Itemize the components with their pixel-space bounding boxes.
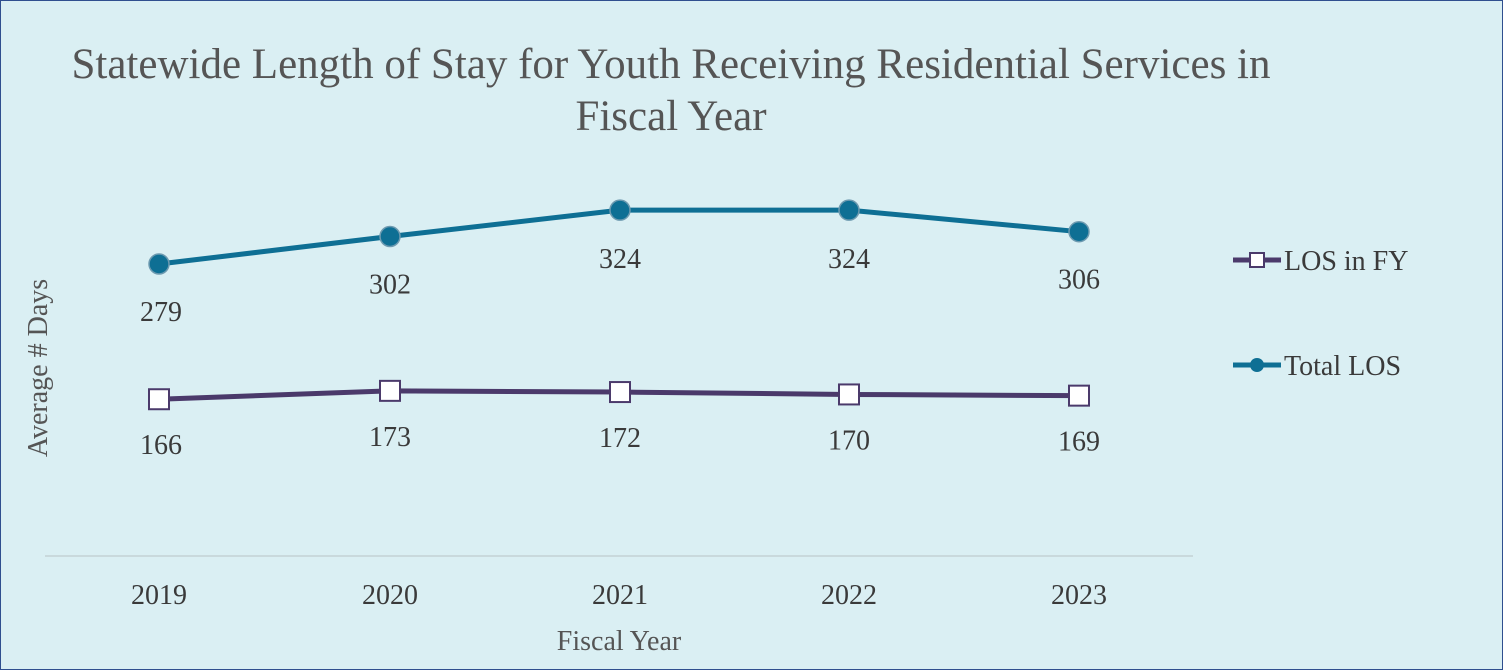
x-tick-label: 2023	[1051, 580, 1107, 611]
data-point-los-in-fy	[609, 381, 631, 404]
data-label-los-in-fy: 166	[140, 430, 182, 461]
data-label-los-in-fy: 170	[828, 425, 870, 456]
legend-label-total-los: Total LOS	[1284, 351, 1401, 382]
data-point-total-los	[838, 199, 860, 221]
data-point-total-los	[148, 253, 170, 275]
data-label-los-in-fy: 173	[369, 422, 411, 453]
data-point-los-in-fy	[838, 383, 860, 406]
legend-item-total-los: Total LOS	[1233, 351, 1401, 382]
legend-label-los-in-fy: LOS in FY	[1284, 246, 1408, 277]
chart-title: Statewide Length of Stay for Youth Recei…	[71, 41, 1271, 140]
data-label-los-in-fy: 172	[599, 423, 641, 454]
x-tick-label: 2020	[362, 580, 418, 611]
data-label-total-los: 279	[140, 297, 182, 328]
data-point-los-in-fy	[1068, 384, 1090, 407]
y-axis-title: Average # Days	[23, 279, 54, 457]
x-tick-label: 2022	[821, 580, 877, 611]
data-label-los-in-fy: 169	[1058, 427, 1100, 458]
data-point-total-los	[379, 225, 401, 248]
data-label-total-los: 324	[599, 244, 641, 275]
x-axis-title: Fiscal Year	[557, 626, 682, 657]
data-point-total-los	[1068, 220, 1090, 243]
legend-marker-total-los	[1250, 358, 1264, 372]
data-label-total-los: 324	[828, 244, 870, 275]
legend-item-los-in-fy: LOS in FY	[1233, 246, 1408, 277]
data-label-total-los: 306	[1058, 265, 1100, 296]
data-point-los-in-fy	[379, 379, 401, 402]
data-point-los-in-fy	[148, 388, 170, 411]
legend-marker-los-in-fy	[1249, 252, 1265, 268]
x-tick-label: 2019	[131, 580, 187, 611]
data-label-total-los: 302	[369, 269, 411, 300]
x-tick-label: 2021	[592, 580, 648, 611]
data-point-total-los	[609, 199, 631, 221]
